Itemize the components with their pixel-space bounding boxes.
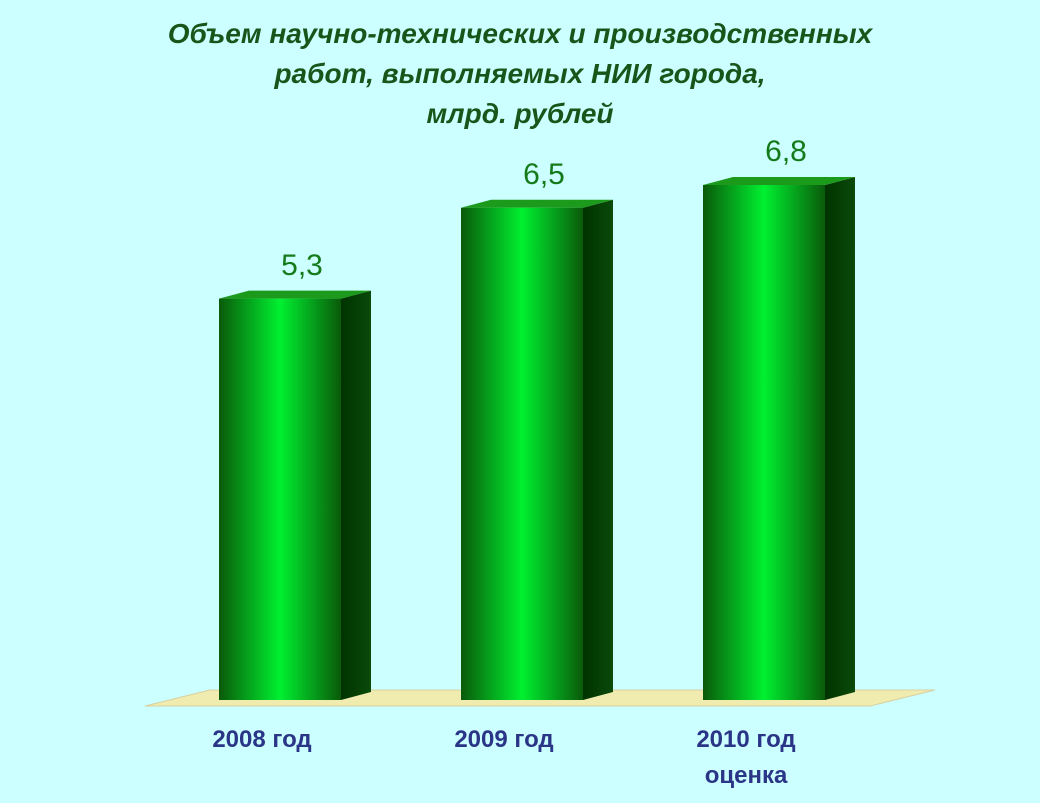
x-tick-label: 2009 год — [454, 726, 554, 753]
bar — [461, 199, 613, 700]
x-tick-label: 2010 год оценка — [696, 726, 796, 789]
chart-title: работ, выполняемых НИИ города, — [274, 58, 766, 89]
chart-title: Объем научно-технических и производствен… — [167, 18, 873, 49]
value-label: 5,3 — [281, 248, 323, 282]
bar — [219, 290, 371, 700]
chart-title: млрд. рублей — [426, 98, 614, 129]
x-tick-label: 2008 год — [212, 726, 312, 753]
value-label: 6,5 — [523, 157, 565, 191]
bar — [703, 177, 855, 700]
value-label: 6,8 — [765, 135, 807, 168]
